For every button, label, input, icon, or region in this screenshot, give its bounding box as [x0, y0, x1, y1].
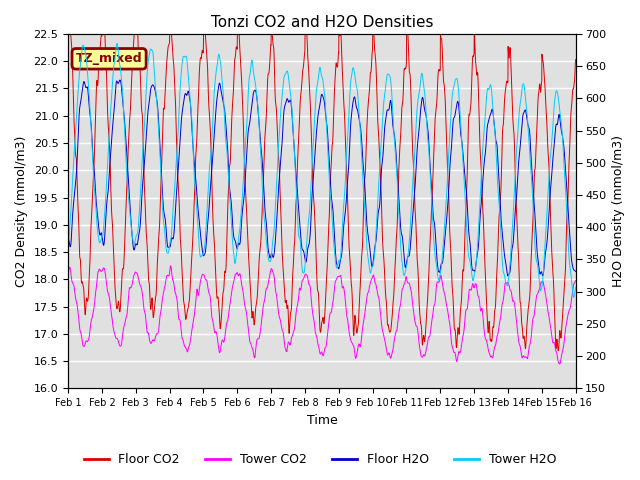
Text: TZ_mixed: TZ_mixed: [76, 52, 142, 65]
Title: Tonzi CO2 and H2O Densities: Tonzi CO2 and H2O Densities: [211, 15, 433, 30]
Y-axis label: H2O Density (mmol/m3): H2O Density (mmol/m3): [612, 135, 625, 287]
X-axis label: Time: Time: [307, 414, 337, 427]
Y-axis label: CO2 Density (mmol/m3): CO2 Density (mmol/m3): [15, 135, 28, 287]
Legend: Floor CO2, Tower CO2, Floor H2O, Tower H2O: Floor CO2, Tower CO2, Floor H2O, Tower H…: [79, 448, 561, 471]
